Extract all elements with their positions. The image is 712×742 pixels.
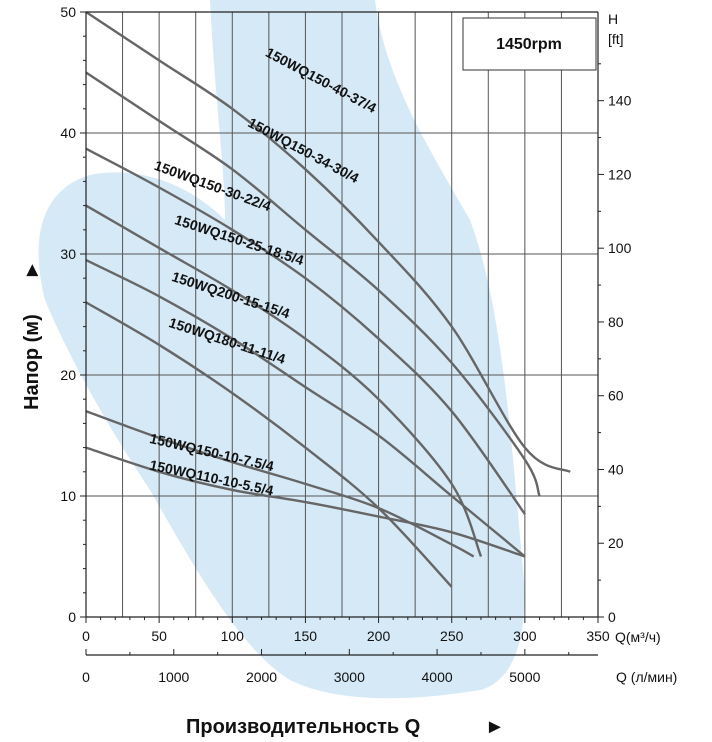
x-axis-title: Производительность Q [186, 716, 420, 738]
curves [85, 11, 571, 588]
x2-tick-label: 1000 [158, 669, 189, 685]
y2-unit-h: H [608, 11, 618, 27]
curve-150WQ150-34-30/4 [85, 71, 541, 497]
x-tick-label: 250 [440, 628, 464, 644]
y2-tick-label: 80 [608, 314, 624, 330]
y-axis-arrow: ► [21, 260, 43, 280]
x2-tick-label: 2000 [246, 669, 277, 685]
y-tick-label: 50 [60, 4, 76, 20]
x-tick-label: 150 [294, 628, 318, 644]
curve-150WQ180-11-11/4 [85, 301, 453, 588]
y-tick-label: 40 [60, 125, 76, 141]
curve-150WQ150-30-22/4 [85, 147, 526, 515]
y2-tick-label: 20 [608, 535, 624, 551]
y2-tick-label: 40 [608, 461, 624, 477]
y2-tick-label: 60 [608, 388, 624, 404]
curve-150WQ150-10-7.5/4 [85, 410, 475, 558]
y-tick-label: 10 [60, 488, 76, 504]
x-unit-primary: Q(м³/ч) [615, 629, 661, 645]
curve-150WQ110-10-5.5/4 [85, 446, 526, 558]
y2-tick-label: 120 [608, 166, 632, 182]
y-axis-title: Напор (м) [21, 314, 43, 410]
y2-unit-ft: [ft] [608, 31, 624, 47]
y-tick-label: 20 [60, 367, 76, 383]
y2-tick-label: 100 [608, 240, 632, 256]
x2-tick-label: 5000 [509, 669, 540, 685]
curve-150WQ200-15-15/4 [85, 259, 526, 558]
x2-tick-label: 0 [82, 669, 90, 685]
x2-tick-label: 3000 [334, 669, 365, 685]
x-tick-label: 200 [367, 628, 391, 644]
x-tick-label: 100 [221, 628, 245, 644]
y2-tick-label: 140 [608, 93, 632, 109]
x-unit-secondary: Q (л/мин) [616, 669, 677, 685]
axes: 0 50 100 150 200 250 300 350 0 10 20 30 40 50 0 20 40 60 8… [60, 4, 631, 685]
x-tick-label: 350 [586, 628, 610, 644]
background-shape [38, 0, 525, 699]
x2-tick-label: 4000 [422, 669, 453, 685]
speed-label: 1450rpm [496, 36, 562, 53]
curve-150WQ150-25-18.5/4 [85, 204, 483, 557]
x-tick-label: 50 [151, 628, 167, 644]
y-tick-label: 0 [68, 609, 76, 625]
x-tick-label: 0 [82, 628, 90, 644]
curve-150WQ150-40-37/4 [85, 11, 571, 473]
x-axis-arrow: ► [485, 716, 505, 738]
y2-tick-label: 0 [608, 609, 616, 625]
x-tick-label: 300 [513, 628, 537, 644]
y-tick-label: 30 [60, 246, 76, 262]
speed-box [462, 17, 597, 71]
